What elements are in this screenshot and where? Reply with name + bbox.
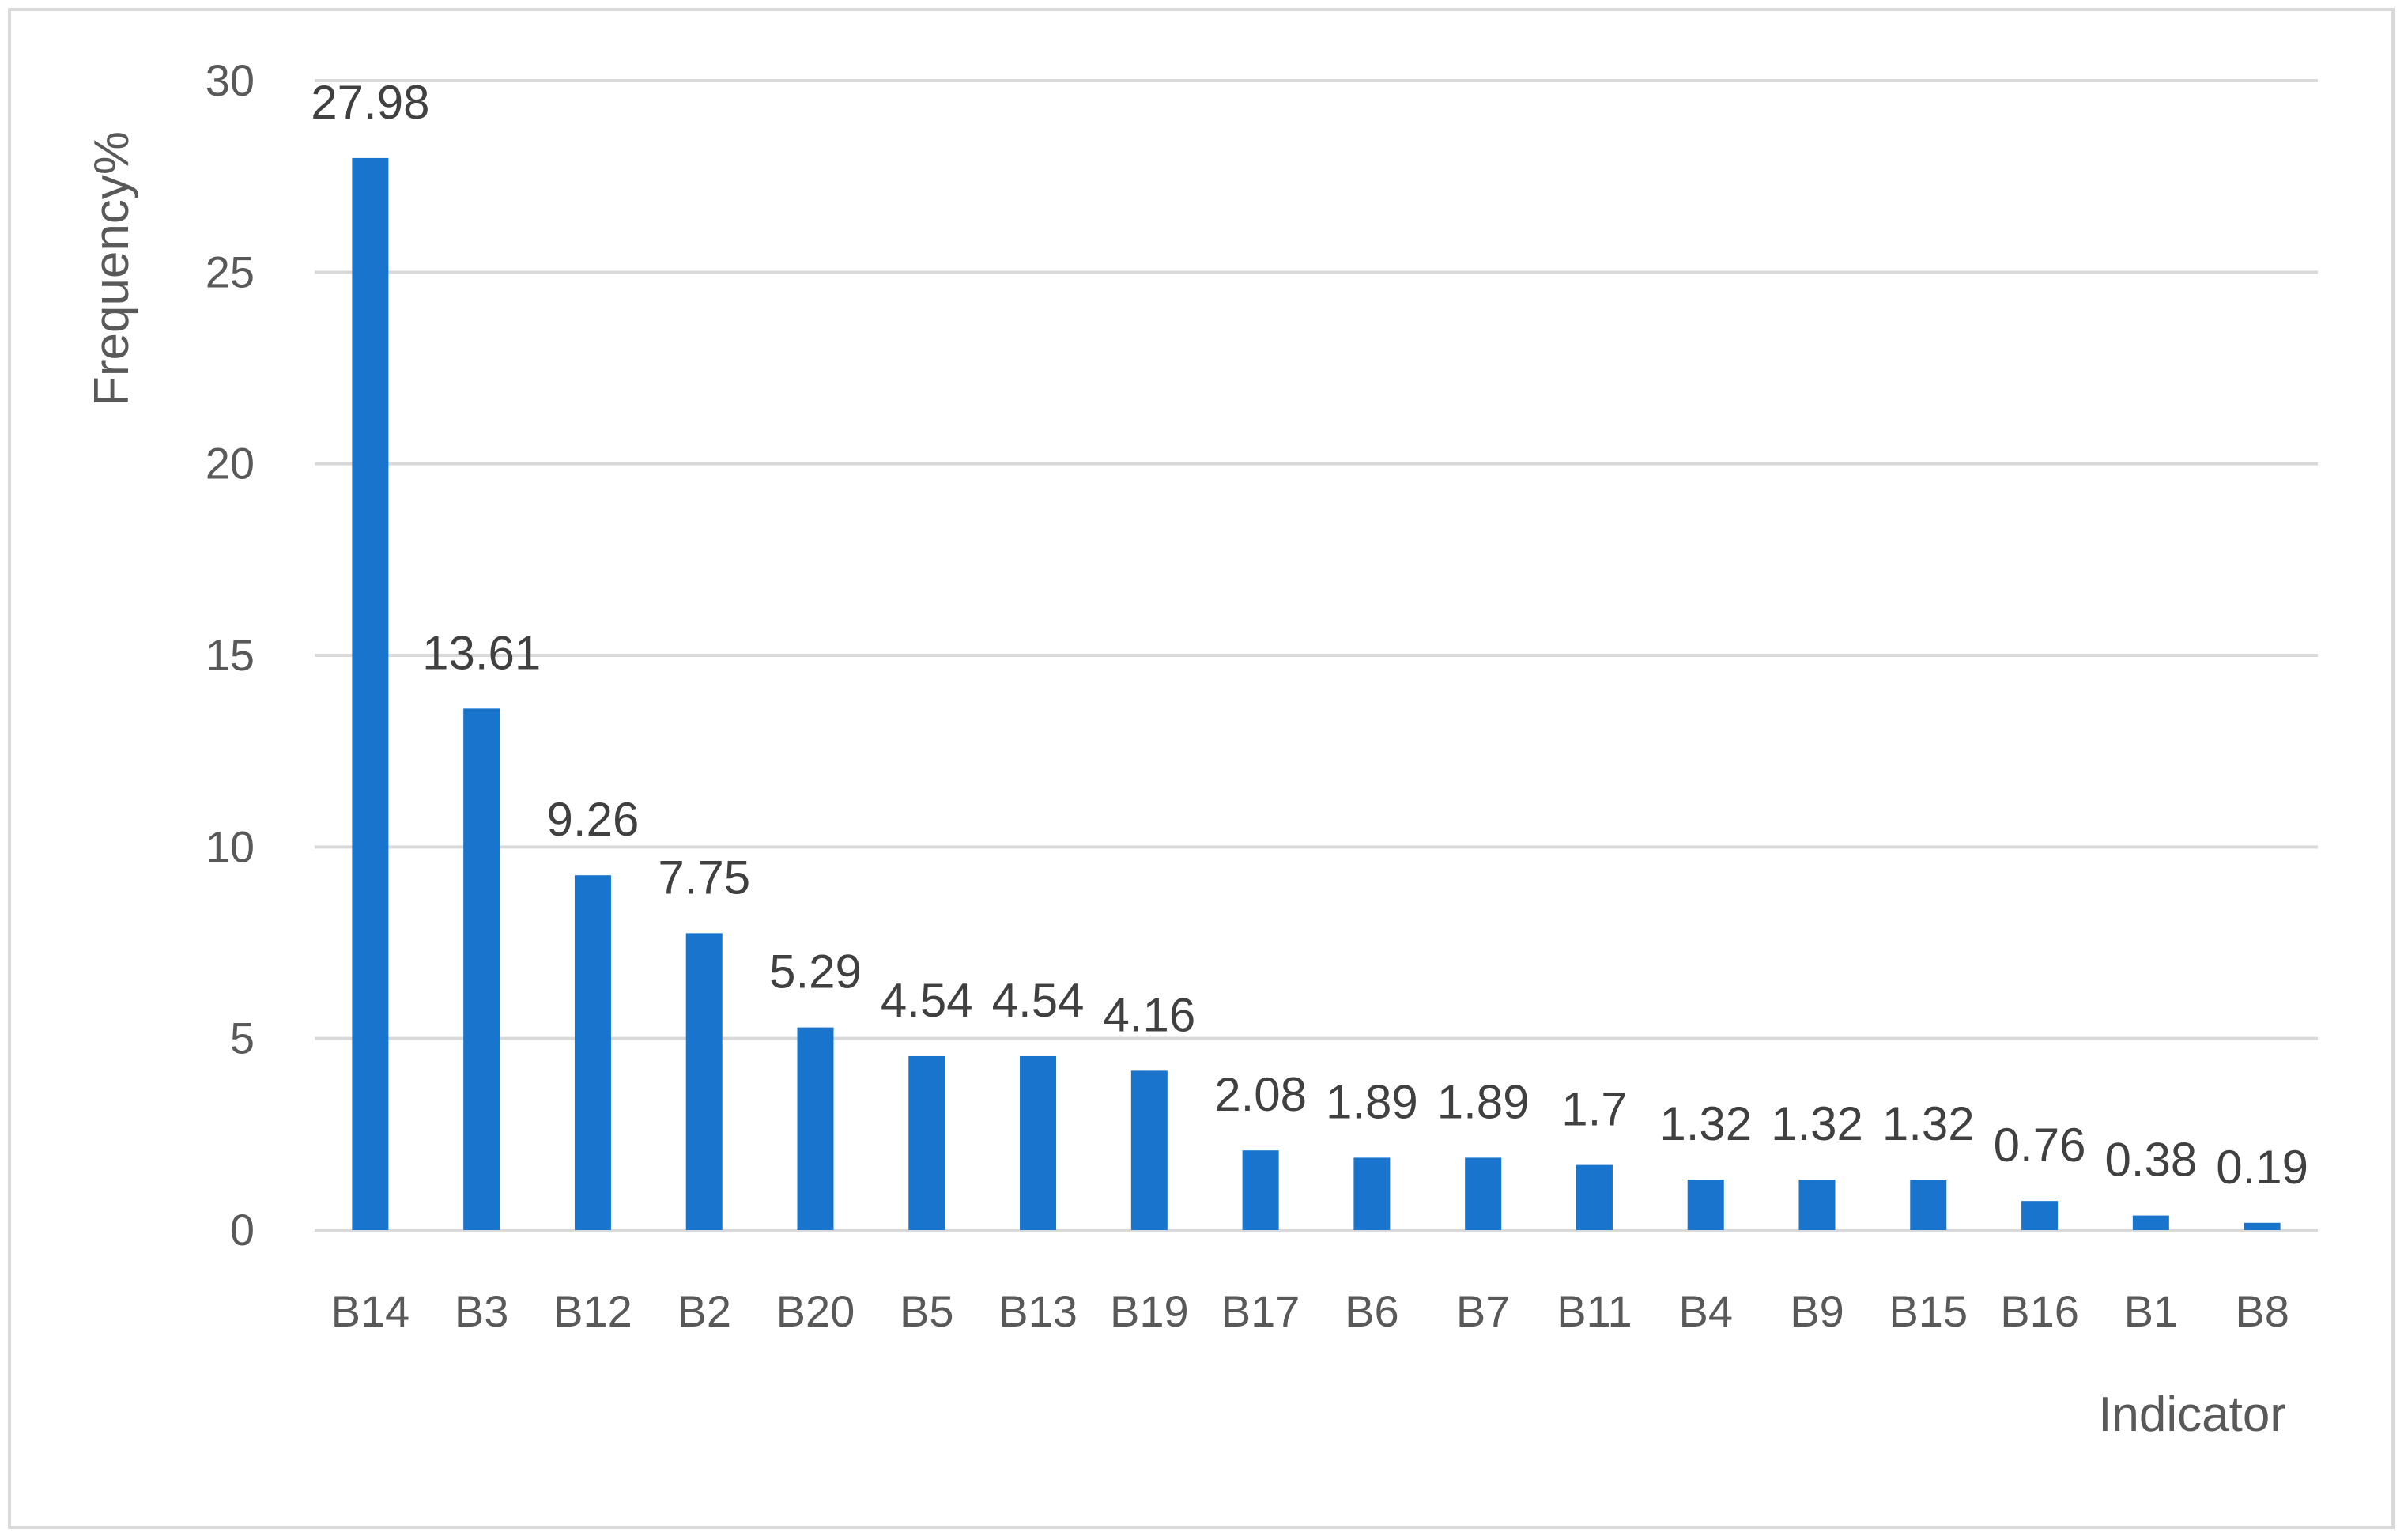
bar bbox=[2021, 1201, 2059, 1230]
bar bbox=[1687, 1180, 1724, 1230]
x-axis-title: Indicator bbox=[2098, 1387, 2286, 1442]
data-label: 4.54 bbox=[992, 974, 1085, 1027]
y-tick-label: 5 bbox=[230, 1013, 255, 1063]
bar bbox=[1242, 1150, 1279, 1230]
bar bbox=[2132, 1215, 2169, 1230]
x-axis-ticks: B14 B3 B12 B2 B20 B5 B13 B19 B17 B6 B7 B11 B4 B9 B15 B1… bbox=[331, 1286, 2289, 1336]
y-tick-label: 20 bbox=[206, 439, 255, 489]
gridlines bbox=[315, 79, 2318, 1232]
x-tick-label: B11 bbox=[1557, 1286, 1632, 1336]
x-tick-label: B5 bbox=[900, 1286, 954, 1336]
x-tick-label: B14 bbox=[331, 1286, 410, 1336]
bar bbox=[1353, 1157, 1391, 1230]
x-tick-label: B13 bbox=[998, 1286, 1077, 1336]
data-label: 0.38 bbox=[2104, 1134, 2197, 1187]
chart-frame bbox=[8, 8, 2395, 1529]
x-tick-label: B15 bbox=[1889, 1286, 1968, 1336]
data-label: 5.29 bbox=[769, 946, 862, 998]
bar bbox=[1576, 1164, 1613, 1230]
x-tick-label: B8 bbox=[2235, 1286, 2289, 1336]
x-tick-label: B12 bbox=[553, 1286, 632, 1336]
bar bbox=[908, 1055, 945, 1230]
data-label: 4.16 bbox=[1103, 988, 1195, 1041]
y-tick-label: 0 bbox=[230, 1205, 255, 1255]
bars bbox=[352, 157, 2281, 1230]
data-label: 0.76 bbox=[1994, 1119, 2086, 1172]
data-label: 0.19 bbox=[2216, 1141, 2308, 1194]
x-tick-label: B2 bbox=[677, 1286, 731, 1336]
bar bbox=[352, 157, 389, 1230]
y-axis-title: Frequency% bbox=[85, 131, 139, 406]
y-tick-label: 25 bbox=[206, 247, 255, 296]
bar bbox=[463, 708, 500, 1230]
data-label: 1.89 bbox=[1437, 1075, 1530, 1128]
x-tick-label: B1 bbox=[2124, 1286, 2179, 1336]
bar bbox=[685, 933, 723, 1230]
y-axis-ticks: 0 5 10 15 20 25 30 bbox=[206, 55, 255, 1255]
x-tick-label: B19 bbox=[1110, 1286, 1189, 1336]
data-label: 1.32 bbox=[1882, 1097, 1975, 1150]
bar bbox=[1465, 1157, 1502, 1230]
bar bbox=[1798, 1180, 1836, 1230]
data-label: 9.26 bbox=[547, 793, 640, 846]
x-tick-label: B9 bbox=[1790, 1286, 1844, 1336]
bar bbox=[1130, 1070, 1168, 1230]
y-tick-label: 10 bbox=[206, 821, 255, 871]
x-tick-label: B20 bbox=[776, 1286, 855, 1336]
x-tick-label: B16 bbox=[2000, 1286, 2079, 1336]
data-label: 27.98 bbox=[311, 76, 429, 129]
x-tick-label: B7 bbox=[1456, 1286, 1511, 1336]
data-label: 7.75 bbox=[658, 851, 750, 904]
data-label: 1.89 bbox=[1326, 1075, 1418, 1128]
data-label: 13.61 bbox=[422, 626, 541, 679]
data-label: 4.54 bbox=[881, 974, 973, 1027]
bar bbox=[2244, 1222, 2281, 1230]
x-tick-label: B17 bbox=[1221, 1286, 1300, 1336]
bar bbox=[797, 1027, 834, 1230]
data-label: 2.08 bbox=[1214, 1068, 1307, 1121]
y-tick-label: 30 bbox=[206, 55, 255, 105]
data-label: 1.32 bbox=[1771, 1097, 1863, 1150]
x-tick-label: B3 bbox=[455, 1286, 509, 1336]
bar bbox=[1910, 1180, 1947, 1230]
bar bbox=[1020, 1055, 1057, 1230]
data-labels: 27.98 13.61 9.26 7.75 5.29 4.54 4.54 4.16 2.08 1.… bbox=[311, 76, 2308, 1194]
data-label: 1.32 bbox=[1659, 1097, 1752, 1150]
x-tick-label: B4 bbox=[1678, 1286, 1733, 1336]
y-tick-label: 15 bbox=[206, 630, 255, 680]
bar bbox=[574, 875, 611, 1230]
x-tick-label: B6 bbox=[1345, 1286, 1399, 1336]
data-label: 1.7 bbox=[1561, 1083, 1627, 1136]
